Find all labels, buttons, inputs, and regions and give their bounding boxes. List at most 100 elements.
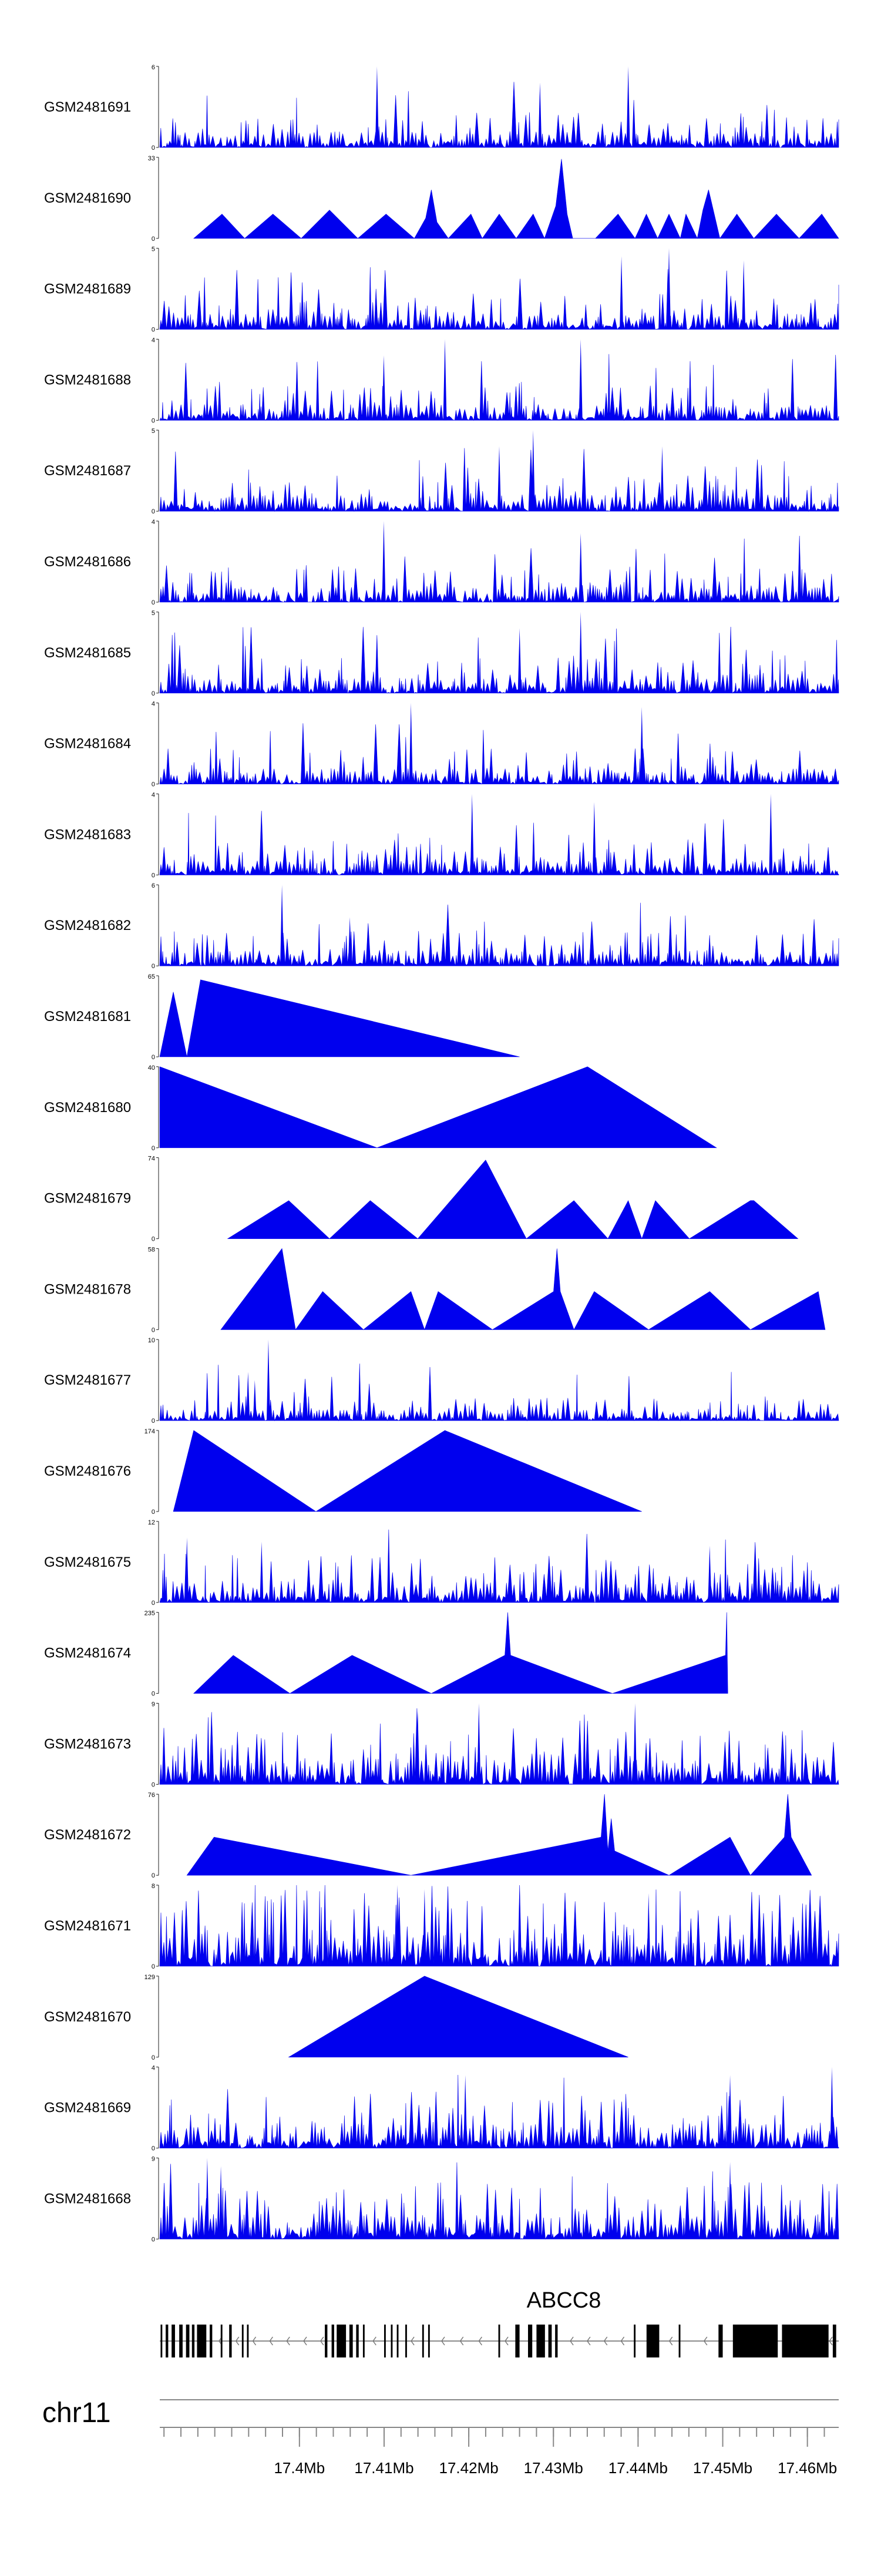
strand-arrow	[252, 2336, 257, 2346]
track-ymin-label: 0	[152, 963, 155, 970]
track-peak	[463, 2075, 468, 2148]
gene-exon	[356, 2325, 359, 2357]
track-ymin-label: 0	[152, 690, 155, 697]
track-ymax-label: 12	[148, 1519, 155, 1526]
track-ymax-label: 8	[152, 1883, 155, 1890]
track-GSM2481669: GSM2481669 4 0	[44, 2065, 839, 2152]
strand-arrow	[478, 2336, 483, 2346]
track-peak	[375, 66, 379, 147]
track-ymin-label: 0	[152, 1872, 155, 1879]
track-peak	[769, 794, 773, 875]
track-label: GSM2481686	[44, 554, 131, 570]
track-peak	[633, 1703, 637, 1785]
track-peak	[205, 2158, 209, 2239]
gene-exon	[210, 2325, 213, 2357]
track-GSM2481685: GSM2481685 5 0	[44, 610, 839, 697]
track-GSM2481688: GSM2481688 4 0	[44, 337, 839, 424]
track-ymin-label: 0	[152, 781, 155, 788]
strand-arrow	[505, 2336, 509, 2346]
track-ymax-label: 6	[152, 882, 155, 889]
gene-exon	[515, 2325, 520, 2357]
track-label: GSM2481669	[44, 2100, 131, 2116]
track-peak	[626, 66, 630, 147]
track-ymin-label: 0	[152, 2236, 155, 2243]
track-signal-area	[173, 1430, 642, 1512]
track-label: GSM2481691	[44, 99, 131, 115]
track-ymin-label: 0	[152, 508, 155, 515]
track-peak	[579, 533, 583, 602]
track-label: GSM2481672	[44, 1827, 131, 1843]
track-ymin-label: 0	[152, 1963, 155, 1970]
track-label: GSM2481683	[44, 827, 131, 842]
gene-exon	[498, 2325, 500, 2357]
track-ymin-label: 0	[152, 2145, 155, 2152]
track-GSM2481684: GSM2481684 4 0	[44, 701, 839, 788]
track-ymin-label: 0	[152, 1326, 155, 1334]
track-GSM2481678: GSM2481678 58 0	[44, 1246, 826, 1334]
strand-arrow	[459, 2336, 464, 2346]
gene-exon	[646, 2325, 660, 2357]
track-peak	[640, 707, 644, 784]
track-GSM2481677: GSM2481677 10 0	[44, 1337, 839, 1425]
gene-exon	[241, 2325, 244, 2357]
axis-tick-label: 17.42Mb	[439, 2459, 499, 2477]
track-ymax-label: 4	[152, 519, 155, 526]
track-peak	[280, 885, 284, 966]
gene-exon	[197, 2325, 207, 2357]
strand-arrow	[603, 2336, 608, 2346]
track-ymin-label: 0	[152, 1145, 155, 1152]
gene-exon	[428, 2325, 430, 2357]
gene-exon	[782, 2325, 829, 2357]
track-ymin-label: 0	[152, 1418, 155, 1425]
gene-exon	[536, 2325, 545, 2357]
track-signal-area	[159, 536, 839, 603]
track-ymax-label: 33	[148, 155, 155, 162]
strand-arrow	[586, 2336, 591, 2346]
track-GSM2481681: GSM2481681 65 0	[44, 973, 520, 1061]
track-signal-area	[288, 1976, 628, 2058]
track-ymin-label: 0	[152, 1691, 155, 1698]
track-GSM2481691: GSM2481691 6 0	[44, 64, 839, 152]
strand-arrow	[303, 2336, 307, 2346]
track-peak	[246, 1372, 250, 1421]
track-peak	[477, 1703, 481, 1785]
strand-arrow	[269, 2336, 273, 2346]
track-label: GSM2481675	[44, 1554, 131, 1570]
track-peak	[266, 1339, 270, 1421]
strand-arrow	[668, 2336, 673, 2346]
track-ymin-label: 0	[152, 327, 155, 334]
gene-exon	[718, 2325, 723, 2357]
track-peak	[348, 917, 352, 966]
strand-arrow	[620, 2336, 625, 2346]
track-ymax-label: 65	[148, 973, 155, 980]
track-ymax-label: 76	[148, 1792, 155, 1799]
gene-exon	[179, 2325, 183, 2357]
gene-model: ABCC8	[160, 2288, 839, 2357]
track-ymax-label: 4	[152, 701, 155, 708]
track-peak	[728, 2162, 732, 2239]
track-ymax-label: 129	[144, 1974, 155, 1981]
strand-arrow	[570, 2336, 574, 2346]
track-peak	[253, 1380, 257, 1421]
track-peak	[538, 82, 542, 147]
strand-arrow	[320, 2336, 324, 2346]
strand-arrow	[286, 2336, 290, 2346]
track-signal-area	[159, 811, 839, 876]
track-ymin-label: 0	[152, 1600, 155, 1607]
track-label: GSM2481681	[44, 1009, 131, 1025]
track-peak	[260, 1541, 264, 1603]
track-ymin-label: 0	[152, 417, 155, 424]
track-ymin-label: 0	[152, 2054, 155, 2061]
track-signal-area	[227, 1160, 799, 1240]
strand-arrow	[703, 2336, 708, 2346]
gene-exon	[220, 2325, 223, 2357]
track-peak	[667, 248, 671, 330]
track-signal-area	[159, 267, 839, 330]
track-signal-area	[159, 1066, 717, 1148]
gene-exon	[548, 2325, 552, 2357]
gene-exon	[384, 2325, 386, 2357]
track-GSM2481670: GSM2481670 129 0	[44, 1974, 628, 2061]
track-label: GSM2481671	[44, 1918, 131, 1934]
track-ymax-label: 5	[152, 610, 155, 617]
